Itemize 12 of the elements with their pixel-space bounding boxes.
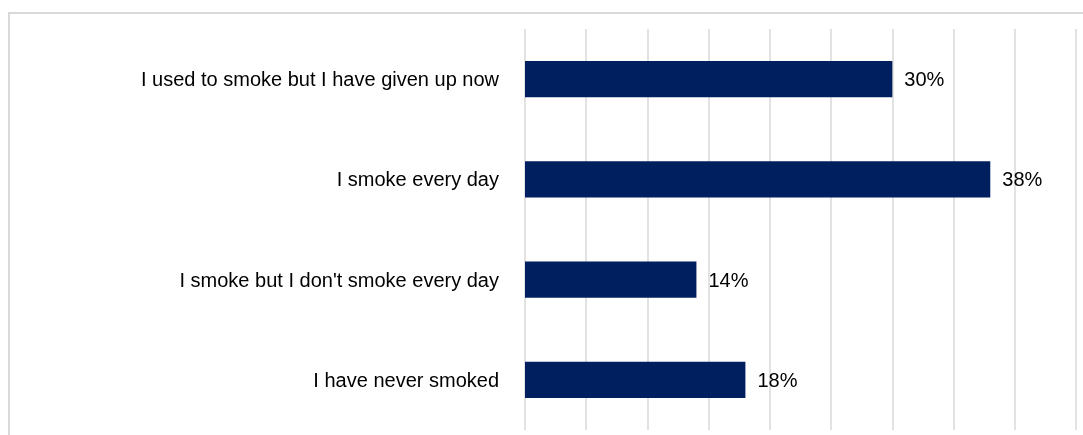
y-tick-label: I smoke every day [336,168,499,191]
data-label: 18% [757,368,798,391]
data-label: 14% [708,268,749,291]
y-tick-label: I used to smoke but I have given up now [141,68,500,91]
y-tick-label: I smoke but I don't smoke every day [179,268,499,291]
bar [525,61,893,98]
data-label: 30% [904,68,945,91]
data-label: 38% [1002,168,1043,191]
bar [525,161,991,198]
y-tick-label: I have never smoked [313,368,499,391]
bar [525,361,746,398]
bar [525,261,697,298]
